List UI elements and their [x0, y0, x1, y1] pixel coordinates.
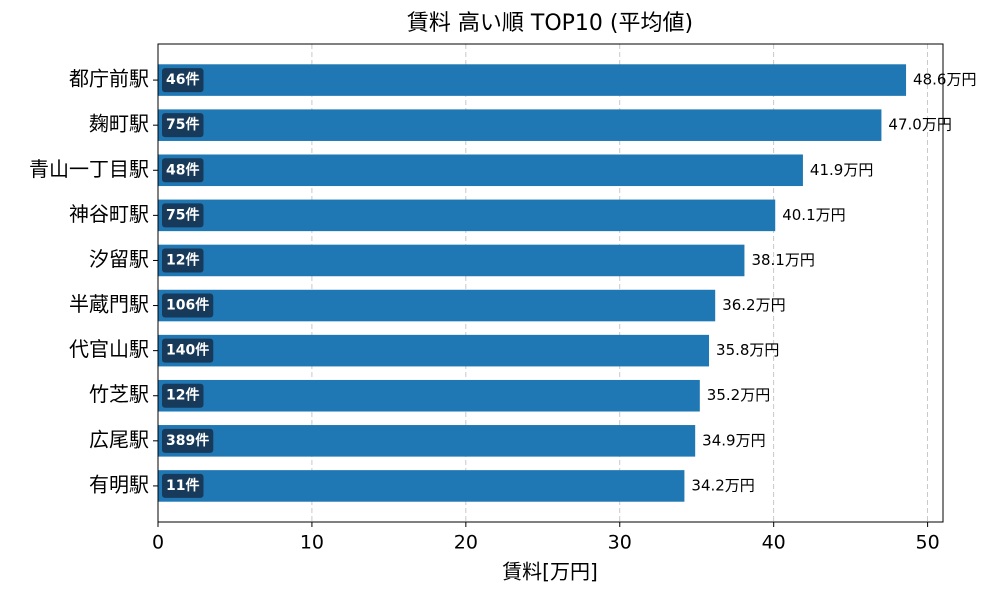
value-label: 38.1万円	[751, 251, 814, 269]
y-tick-label: 麹町駅	[89, 112, 149, 136]
badge	[162, 158, 204, 183]
x-tick-label: 20	[454, 532, 478, 554]
y-tick-label: 有明駅	[89, 472, 149, 496]
value-label: 34.2万円	[691, 476, 754, 494]
x-tick-label: 40	[762, 532, 786, 554]
badge	[162, 203, 204, 228]
count-badge: 11件	[162, 473, 204, 498]
x-axis-label: 賃料[万円]	[502, 560, 598, 584]
count-badge: 75件	[162, 203, 204, 228]
chart-title: 賃料 高い順 TOP10 (平均値)	[407, 11, 693, 36]
count-label: 48件	[166, 161, 199, 178]
count-label: 75件	[166, 206, 199, 223]
bar	[158, 425, 696, 457]
count-label: 106件	[166, 297, 209, 314]
y-tick-label: 青山一丁目駅	[29, 157, 149, 181]
count-badge: 140件	[162, 338, 214, 363]
badge	[162, 293, 214, 318]
badge	[162, 338, 214, 363]
bar	[158, 154, 803, 187]
count-label: 140件	[166, 342, 209, 359]
count-label: 11件	[166, 477, 199, 494]
value-label: 41.9万円	[810, 161, 873, 179]
count-badge: 389件	[162, 428, 214, 453]
bar	[158, 334, 710, 367]
badge	[162, 428, 214, 453]
count-label: 75件	[166, 116, 199, 133]
count-badge: 12件	[162, 248, 204, 273]
y-tick-label: 都庁前駅	[69, 67, 149, 91]
bar	[158, 470, 685, 502]
count-badge: 46件	[162, 68, 204, 93]
value-label: 34.9万円	[702, 431, 765, 449]
bar	[158, 64, 907, 96]
count-badge: 75件	[162, 113, 204, 138]
y-tick-label: 半蔵門駅	[69, 292, 149, 316]
y-tick-label: 神谷町駅	[69, 202, 149, 226]
value-label: 35.2万円	[707, 386, 770, 404]
bar	[158, 289, 716, 322]
value-label: 40.1万円	[782, 206, 845, 224]
plot-frame	[157, 43, 944, 523]
count-label: 12件	[166, 251, 199, 268]
count-label: 46件	[166, 71, 199, 88]
badge	[162, 113, 204, 138]
badge	[162, 68, 204, 93]
bar	[158, 109, 882, 141]
count-badge: 48件	[162, 158, 204, 183]
count-badge: 106件	[162, 293, 214, 318]
value-label: 48.6万円	[913, 71, 976, 89]
count-label: 389件	[166, 432, 209, 449]
x-tick-label: 10	[300, 532, 324, 554]
value-label: 47.0万円	[888, 116, 951, 134]
value-label: 35.8万円	[716, 341, 779, 359]
badge	[162, 473, 204, 498]
y-tick-label: 広尾駅	[89, 427, 149, 451]
x-tick-label: 50	[916, 532, 940, 554]
count-badge: 12件	[162, 383, 204, 408]
bar	[158, 379, 700, 412]
bar	[158, 199, 776, 232]
badge	[162, 383, 204, 408]
x-tick-label: 30	[608, 532, 632, 554]
count-label: 12件	[166, 387, 199, 404]
x-tick-label: 0	[152, 532, 164, 554]
bar	[158, 244, 745, 277]
y-tick-label: 竹芝駅	[89, 382, 149, 406]
y-tick-label: 代官山駅	[69, 337, 149, 361]
y-tick-label: 汐留駅	[89, 247, 149, 271]
value-label: 36.2万円	[722, 296, 785, 314]
badge	[162, 248, 204, 273]
